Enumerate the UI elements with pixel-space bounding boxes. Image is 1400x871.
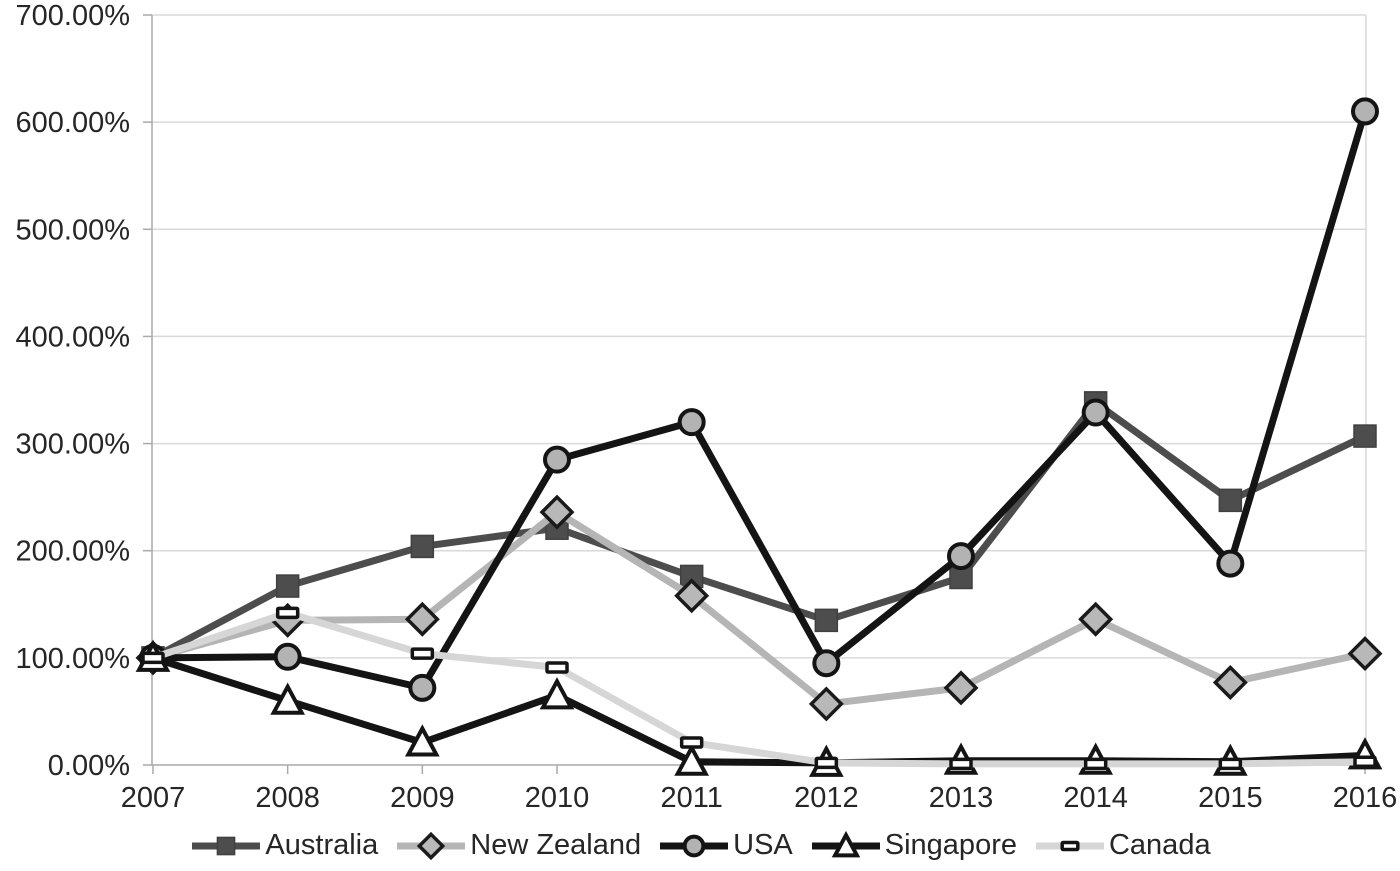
x-axis-labels: 2007 2008 2009 2010 2011 2012 2013 2014 2015 2016 bbox=[121, 782, 1398, 814]
legend-swatch-new-zealand bbox=[397, 831, 466, 860]
dash-marker-icon bbox=[1083, 757, 1108, 771]
legend-item-canada: Canada bbox=[1033, 829, 1211, 863]
square-marker-icon bbox=[1353, 424, 1377, 448]
x-axis-label: 2009 bbox=[390, 782, 455, 814]
dash-marker-icon bbox=[814, 756, 839, 770]
legend-label-australia: Australia bbox=[265, 829, 379, 861]
legend-label-new-zealand: New Zealand bbox=[470, 829, 642, 861]
x-axis-label: 2010 bbox=[525, 782, 590, 814]
dash-marker-icon bbox=[949, 757, 973, 771]
series-new-zealand bbox=[135, 494, 1383, 722]
legend-swatch-australia bbox=[192, 836, 261, 855]
legend-label-canada: Canada bbox=[1108, 829, 1211, 861]
legend-swatch-canada bbox=[1035, 840, 1104, 851]
series-line-australia bbox=[149, 399, 1369, 662]
circle-marker-icon bbox=[682, 834, 706, 857]
circle-marker-icon bbox=[947, 542, 975, 571]
square-marker-icon bbox=[1218, 488, 1243, 513]
dash-marker-icon bbox=[545, 661, 569, 674]
circle-marker-icon bbox=[812, 649, 841, 678]
legend-item-singapore: Singapore bbox=[809, 829, 1017, 863]
diamond-marker-icon bbox=[1347, 636, 1383, 672]
x-axis-label: 2015 bbox=[1198, 782, 1263, 814]
circle-marker-icon bbox=[273, 642, 302, 671]
y-axis-label: 700.00% bbox=[16, 0, 131, 32]
legend-item-usa: USA bbox=[657, 829, 793, 863]
chart-legend: Australia New Zealand USA Singapore Canada bbox=[0, 820, 1400, 871]
dash-marker-icon bbox=[1060, 840, 1080, 851]
diamond-marker-icon bbox=[1078, 601, 1114, 637]
series-canada bbox=[141, 606, 1377, 771]
y-axis-label: 400.00% bbox=[16, 321, 131, 353]
dash-marker-icon bbox=[679, 736, 704, 749]
x-axis-label: 2011 bbox=[660, 782, 722, 814]
dash-marker-icon bbox=[275, 606, 300, 620]
legend-label-singapore: Singapore bbox=[884, 829, 1017, 861]
x-axis-label: 2014 bbox=[1063, 782, 1128, 814]
dash-marker-icon bbox=[1218, 757, 1243, 771]
dash-marker-icon bbox=[410, 647, 435, 660]
x-axis-label: 2013 bbox=[929, 782, 994, 814]
square-marker-icon bbox=[275, 574, 300, 598]
chart-plot-area: 0.00% 100.00% 200.00% 300.00% 400.00% 500.00%… bbox=[16, 0, 1398, 814]
square-marker-icon bbox=[814, 608, 839, 633]
diamond-marker-icon bbox=[539, 494, 575, 530]
triangle-marker-icon bbox=[674, 743, 710, 776]
y-axis-label: 600.00% bbox=[16, 107, 131, 139]
series-line-singapore bbox=[149, 654, 1369, 767]
series-line-usa bbox=[149, 107, 1369, 692]
x-axis-label: 2007 bbox=[121, 782, 186, 814]
diamond-marker-icon bbox=[674, 578, 710, 614]
circle-marker-icon bbox=[1081, 398, 1110, 427]
triangle-marker-icon bbox=[404, 724, 440, 757]
diamond-marker-icon bbox=[1212, 665, 1248, 700]
series-line-new-zealand bbox=[149, 508, 1369, 708]
legend-item-australia: Australia bbox=[189, 829, 378, 863]
y-axis-label: 200.00% bbox=[16, 536, 131, 568]
triangle-marker-icon bbox=[831, 830, 861, 857]
legend-item-new-zealand: New Zealand bbox=[394, 829, 641, 863]
x-axis-label: 2008 bbox=[255, 782, 320, 814]
square-marker-icon bbox=[217, 836, 236, 855]
diamond-marker-icon bbox=[417, 831, 446, 860]
diamond-marker-icon bbox=[808, 686, 844, 722]
y-axis-label: 0.00% bbox=[48, 750, 130, 782]
square-marker-icon bbox=[410, 534, 435, 559]
circle-marker-icon bbox=[543, 445, 571, 474]
series-line-canada bbox=[149, 609, 1369, 768]
circle-marker-icon bbox=[677, 408, 706, 437]
legend-swatch-singapore bbox=[811, 830, 880, 857]
series-usa bbox=[139, 97, 1379, 702]
x-axis-label: 2012 bbox=[794, 782, 859, 814]
x-axis-label: 2016 bbox=[1333, 782, 1398, 814]
y-axis-label: 300.00% bbox=[16, 429, 131, 461]
circle-marker-icon bbox=[1351, 97, 1379, 126]
y-axis-label: 500.00% bbox=[16, 214, 131, 246]
y-axis-labels: 0.00% 100.00% 200.00% 300.00% 400.00% 500.00%… bbox=[16, 0, 131, 782]
triangle-marker-icon bbox=[270, 682, 306, 715]
legend-label-usa: USA bbox=[733, 829, 793, 861]
circle-marker-icon bbox=[1216, 549, 1245, 578]
triangle-marker-icon bbox=[539, 677, 575, 710]
dash-marker-icon bbox=[141, 651, 165, 665]
gridlines bbox=[152, 121, 1366, 659]
dash-marker-icon bbox=[1353, 755, 1377, 769]
y-axis-label: 100.00% bbox=[16, 643, 131, 675]
diamond-marker-icon bbox=[943, 670, 979, 706]
circle-marker-icon bbox=[408, 673, 437, 702]
diamond-marker-icon bbox=[404, 601, 440, 637]
legend-swatch-usa bbox=[660, 834, 729, 857]
